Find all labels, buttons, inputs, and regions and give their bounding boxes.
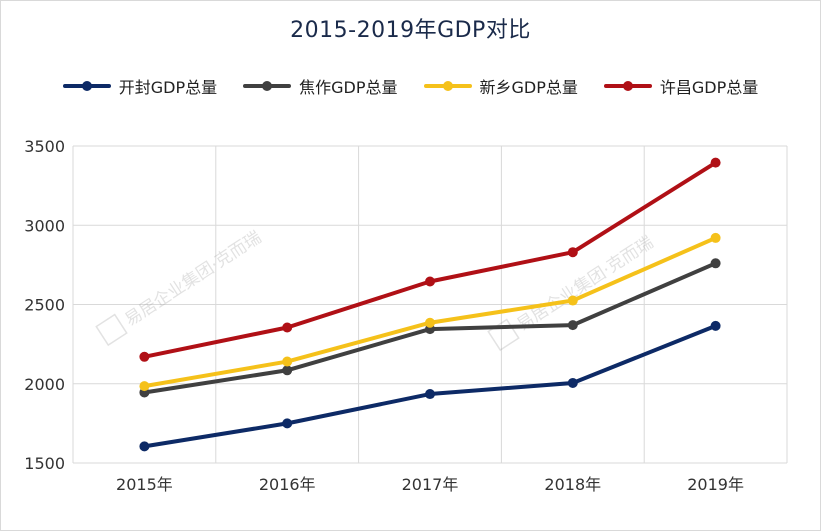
data-point: [282, 356, 293, 367]
series-line: [142, 323, 718, 449]
chart-title: 2015-2019年GDP对比: [290, 18, 531, 43]
series-2: [139, 232, 721, 392]
y-tick-label: 3500: [24, 137, 65, 156]
x-tick-label: 2016年: [259, 475, 316, 494]
watermark-text: 易居企业集团·克而瑞: [121, 228, 265, 331]
watermarks: 易居企业集团·克而瑞 易居企业集团·克而瑞: [95, 228, 657, 352]
y-axis: 1500 2000 2500 3000 3500: [24, 137, 65, 473]
data-point: [282, 322, 293, 333]
data-point: [282, 365, 293, 376]
watermark-logo-icon: [95, 313, 128, 347]
x-tick-label: 2018年: [544, 475, 601, 494]
x-tick-label: 2015年: [116, 475, 173, 494]
y-tick-label: 1500: [24, 454, 65, 473]
legend-swatch-kaifeng: [62, 79, 111, 93]
legend-item-kaifeng[interactable]: 开封GDP总量: [62, 74, 218, 98]
x-tick-label: 2019年: [687, 475, 744, 494]
data-point: [425, 317, 435, 328]
watermark-logo-icon: [487, 318, 520, 352]
gridlines: [72, 145, 788, 464]
legend-swatch-xinxiang: [423, 79, 472, 93]
data-point: [710, 258, 721, 269]
data-point: [139, 351, 150, 362]
y-tick-label: 2000: [24, 375, 65, 394]
data-point: [425, 276, 435, 287]
data-point: [710, 232, 721, 243]
data-point: [710, 320, 721, 331]
y-tick-label: 2500: [24, 296, 65, 315]
data-point: [139, 441, 150, 452]
series-lines: [139, 157, 721, 452]
legend-label-kaifeng: 开封GDP总量: [118, 78, 218, 97]
data-point: [567, 295, 578, 306]
data-point: [567, 247, 578, 258]
watermark: 易居企业集团·克而瑞: [95, 228, 265, 347]
series-3: [139, 157, 721, 362]
data-point: [139, 381, 150, 392]
data-point: [567, 320, 578, 331]
legend-item-jiaozuo[interactable]: 焦作GDP总量: [243, 74, 398, 98]
data-point: [282, 418, 293, 429]
legend-label-xuchang: 许昌GDP总量: [659, 78, 759, 97]
y-tick-label: 3000: [24, 216, 65, 235]
x-tick-label: 2017年: [402, 475, 459, 494]
legend-item-xuchang[interactable]: 许昌GDP总量: [603, 74, 759, 98]
legend-swatch-xuchang: [603, 79, 652, 93]
chart-legend: 开封GDP总量 焦作GDP总量 新乡GDP总量 许昌GDP总量: [0, 74, 821, 98]
legend-item-xinxiang[interactable]: 新乡GDP总量: [423, 74, 578, 98]
legend-label-jiaozuo: 焦作GDP总量: [299, 78, 398, 97]
legend-label-xinxiang: 新乡GDP总量: [479, 78, 578, 97]
legend-swatch-jiaozuo: [243, 79, 292, 93]
series-0: [139, 320, 721, 452]
data-point: [425, 389, 435, 400]
series-1: [139, 258, 721, 398]
x-axis: 2015年 2016年 2017年 2018年 2019年: [116, 475, 744, 494]
data-point: [710, 157, 721, 168]
data-point: [567, 377, 578, 388]
